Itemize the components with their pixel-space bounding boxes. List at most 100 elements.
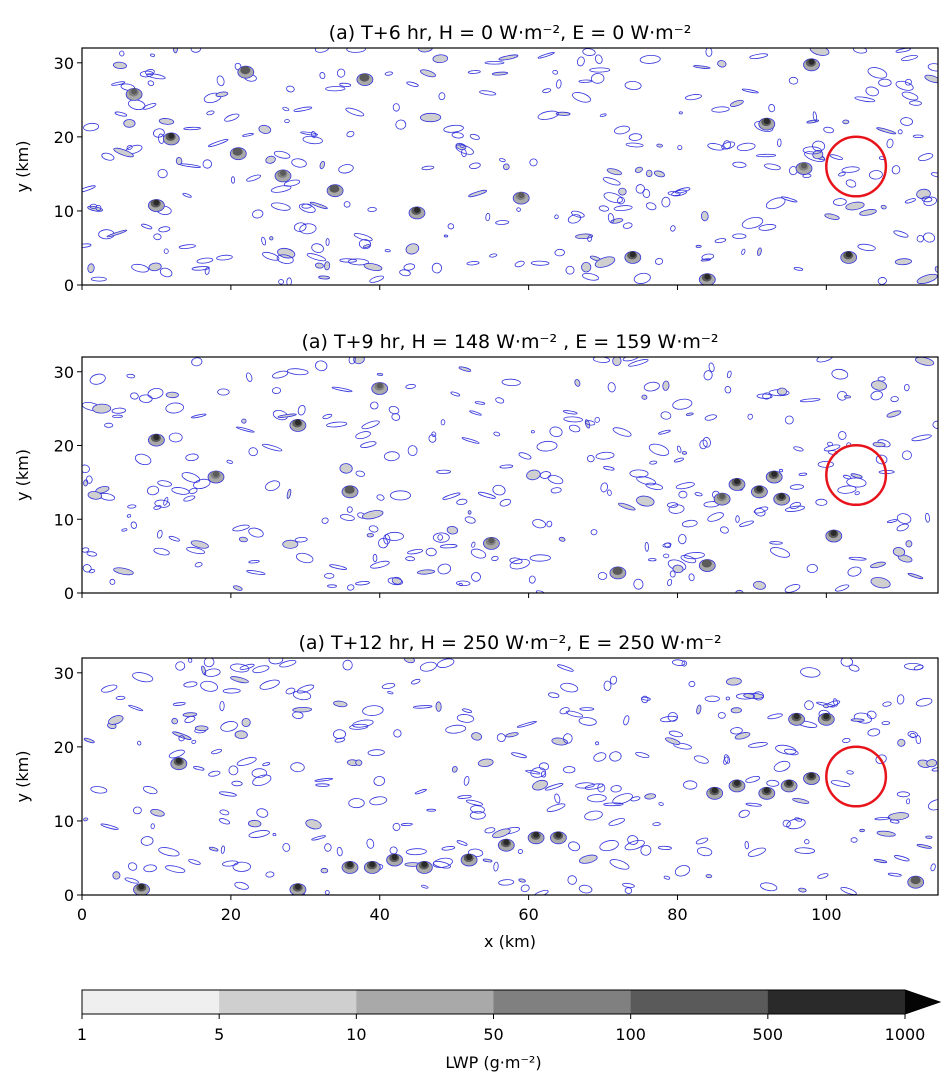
cloud-contour bbox=[389, 490, 411, 501]
cloud-contour bbox=[693, 755, 709, 764]
cloud-contour bbox=[159, 267, 173, 278]
cloud-contour bbox=[624, 887, 633, 894]
cloud-contour bbox=[607, 382, 616, 393]
cloud-contour bbox=[150, 823, 155, 830]
cloud-contour bbox=[451, 132, 464, 139]
cloud-contour bbox=[532, 519, 546, 529]
cloud-contour bbox=[252, 209, 264, 219]
cloud-contour bbox=[355, 470, 366, 477]
cloud-contour bbox=[376, 372, 384, 376]
y-tick-label: 20 bbox=[54, 437, 74, 456]
cloud-contour bbox=[792, 797, 810, 804]
cloud-contour bbox=[366, 838, 375, 849]
cloud-contour bbox=[315, 360, 328, 372]
cloud-contour bbox=[736, 142, 756, 152]
cloud-contour bbox=[925, 512, 930, 523]
colorbar: 1 5 10 50 100 500 1000 LWP (g·m⁻²) bbox=[77, 989, 941, 1072]
cloud-contour bbox=[219, 809, 230, 816]
cloud-contour bbox=[261, 443, 283, 452]
cloud-contour bbox=[230, 663, 250, 673]
cloud-contour bbox=[443, 124, 464, 133]
cloud-contour bbox=[574, 379, 581, 387]
cloud-contour bbox=[773, 760, 791, 772]
cloud-contour bbox=[479, 90, 497, 96]
colorbar-frame bbox=[81, 989, 941, 1015]
cloud-contour bbox=[306, 253, 327, 262]
cloud-contour bbox=[206, 110, 215, 116]
cloud-contour bbox=[627, 835, 639, 845]
cloud-contour bbox=[296, 684, 315, 694]
cloud-contour bbox=[339, 463, 353, 474]
cloud-contour bbox=[607, 213, 615, 224]
cloud-contour bbox=[130, 521, 137, 529]
cloud-contour bbox=[896, 513, 912, 524]
cloud-contour bbox=[384, 531, 404, 541]
cloud-contour bbox=[204, 668, 221, 677]
cluster-core bbox=[361, 73, 368, 80]
cloud-contour bbox=[416, 569, 436, 575]
cloud-contour bbox=[388, 405, 400, 415]
cloud-contour bbox=[484, 61, 505, 65]
cloud-contour bbox=[595, 451, 615, 460]
cloud-contour bbox=[893, 230, 909, 238]
cloud-contour bbox=[171, 487, 190, 495]
cloud-contour bbox=[672, 564, 684, 574]
cloud-contour bbox=[443, 234, 449, 238]
cloud-contour bbox=[582, 272, 599, 281]
cloud-contour bbox=[904, 198, 916, 204]
cloud-contour bbox=[648, 558, 657, 562]
cloud-contour bbox=[568, 841, 581, 852]
cloud-contour bbox=[442, 492, 461, 500]
cloud-contour bbox=[82, 547, 90, 553]
cloud-contour bbox=[535, 590, 545, 593]
cloud-contour bbox=[804, 839, 810, 845]
cloud-contour bbox=[204, 267, 210, 275]
cloud-contour bbox=[293, 222, 307, 232]
cloud-contour bbox=[101, 684, 118, 693]
cloud-contour bbox=[191, 739, 197, 744]
cloud-contour bbox=[824, 213, 840, 220]
cluster-core bbox=[793, 713, 800, 720]
cloud-contour bbox=[767, 713, 783, 720]
x-axis-label: x (km) bbox=[484, 932, 536, 951]
cloud-contour bbox=[741, 217, 764, 229]
cloud-contour bbox=[495, 397, 505, 404]
cloud-contour bbox=[334, 737, 346, 743]
cloud-contour bbox=[399, 269, 411, 277]
cloud-contour bbox=[815, 498, 828, 506]
cloud-contour bbox=[636, 476, 657, 486]
cloud-contour bbox=[798, 887, 807, 893]
cloud-contour bbox=[185, 453, 199, 462]
cloud-contour bbox=[661, 196, 671, 208]
cloud-contour bbox=[550, 487, 562, 494]
cloud-contour bbox=[265, 480, 281, 491]
cloud-contour bbox=[186, 546, 206, 555]
cloud-contour bbox=[870, 561, 886, 569]
cloud-contour bbox=[705, 874, 713, 879]
cloud-contour bbox=[477, 491, 496, 499]
cloud-contour bbox=[336, 68, 346, 78]
cloud-contour bbox=[293, 106, 313, 112]
cloud-contour bbox=[735, 693, 756, 700]
cloud-contour bbox=[546, 803, 566, 812]
cloud-contour bbox=[104, 422, 114, 428]
cloud-contour bbox=[217, 388, 230, 396]
cloud-contour bbox=[890, 396, 899, 403]
cloud-contour bbox=[866, 710, 877, 720]
cloud-contour bbox=[511, 752, 527, 759]
cloud-contour bbox=[106, 229, 128, 238]
cloud-contour bbox=[897, 738, 906, 747]
cloud-contour bbox=[437, 658, 455, 668]
cloud-contour bbox=[276, 254, 294, 264]
cloud-contour bbox=[840, 887, 857, 895]
cloud-contour bbox=[492, 484, 506, 496]
cloud-contour bbox=[168, 432, 183, 443]
cloud-contour bbox=[150, 808, 165, 817]
cloud-contour bbox=[656, 143, 663, 148]
cloud-contour bbox=[252, 774, 272, 787]
cloud-contour bbox=[336, 846, 343, 857]
plot-background bbox=[82, 48, 938, 285]
cloud-contour bbox=[493, 861, 499, 872]
cloud-contour bbox=[668, 504, 685, 514]
cloud-contour bbox=[346, 506, 353, 513]
